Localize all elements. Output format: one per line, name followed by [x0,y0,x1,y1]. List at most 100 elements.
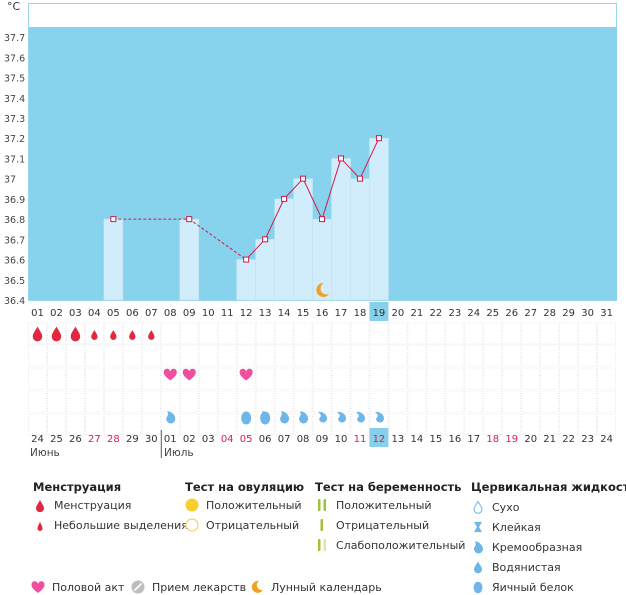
grid-cell [198,322,218,345]
grid-cell [47,322,66,345]
grid-cell [331,322,351,345]
temperature-line-segment [283,178,304,200]
grid-cell [312,344,332,367]
two-lines-icon [315,498,329,512]
legend-pregnancy-negative-label: Отрицательный [336,518,430,532]
grid-cell [521,344,541,367]
month-july-label: Июль [164,447,194,458]
temperature-line-segment [340,158,361,180]
grid-cell [274,344,294,367]
grid-cell [85,367,104,390]
legend-medication-label: Прием лекарств [152,580,247,594]
date-label: 13 [392,434,405,445]
creamy-icon [166,411,176,424]
grid-cell [540,413,560,436]
grid-cell [198,413,218,436]
heart-icon [31,580,45,594]
grid-cell [540,390,560,413]
grid-cell [540,322,560,345]
grid-cell [502,367,522,390]
grid-cell [521,367,541,390]
small-drop-icon [148,330,155,340]
grid-cell [426,367,446,390]
legend-lunar: Лунный календарь [250,580,382,594]
y-tick-label: 37.4 [4,94,25,105]
day-label: 03 [69,308,82,319]
grid-cell [85,413,104,436]
grid-cell [179,322,199,345]
grid-cell [66,413,85,436]
temperature-line-segment [321,158,342,220]
grid-cell [407,367,427,390]
grid-cell [502,344,522,367]
day-label: 05 [107,308,120,319]
date-label: 26 [69,434,82,445]
grid-cell [293,390,313,413]
legend-pregnancy-title: Тест на беременность [315,480,462,494]
grid-cell [559,367,579,390]
heart-icon [163,368,177,381]
grid-cell [122,322,142,345]
date-label: 06 [259,434,272,445]
grid-cell [312,322,332,345]
grid-cell [407,390,427,413]
moon-icon [316,282,330,297]
grid-cell [66,322,85,345]
legend-creamy: Кремообразная [471,540,582,554]
date-label: 03 [202,434,215,445]
date-label: 17 [467,434,480,445]
y-tick-label: 37.3 [4,114,25,125]
grid-cell [122,413,142,436]
grid-cell [312,367,332,390]
date-label: 20 [524,434,537,445]
day-label: 13 [259,308,272,319]
grid-cell [426,322,446,345]
day-label: 19 [373,308,386,319]
legend-ovulation-positive: Положительный [185,498,302,512]
legend-intercourse: Половой акт [31,580,124,594]
creamy-icon [471,540,485,554]
unit-label: °C [7,0,21,13]
grid-cell [141,344,161,367]
grid-cell [521,390,541,413]
grid-cell [350,344,370,367]
grid-cell [445,413,465,436]
temperature-point [356,175,363,182]
date-label: 28 [107,434,120,445]
grid-cell [28,344,47,367]
legend-pregnancy-weak-label: Слабоположительный [336,538,466,552]
temperature-point [243,256,250,263]
grid-cell [464,413,484,436]
day-label: 15 [297,308,310,319]
y-tick-label: 37.2 [4,134,25,145]
grid-cell [369,367,389,390]
grid-cell [369,322,389,345]
grid-cell [559,413,579,436]
day-label: 28 [543,308,556,319]
y-tick-label: 36.5 [4,276,25,287]
grid-cell [255,367,275,390]
grid-cell [160,413,180,436]
date-label: 14 [411,434,424,445]
grid-cell [407,344,427,367]
grid-cell [160,367,180,390]
date-label: 22 [562,434,575,445]
grid-cell [122,367,142,390]
day-label: 11 [221,308,234,319]
legend-menstruation: Менструация [33,498,131,512]
day-label: 26 [505,308,518,319]
day-label: 22 [429,308,442,319]
temperature-bar [179,218,200,301]
temperature-bar [350,178,370,301]
temperature-line-segment [302,178,323,220]
grid-cell [426,413,446,436]
day-label: 31 [600,308,613,319]
moon-icon [250,580,264,594]
date-label: 01 [164,434,177,445]
grid-cell [28,322,47,345]
dry-drop-icon [471,500,485,514]
grid-cell [141,367,161,390]
grid-cell [255,344,275,367]
day-label: 10 [202,308,215,319]
temperature-point [110,216,117,223]
